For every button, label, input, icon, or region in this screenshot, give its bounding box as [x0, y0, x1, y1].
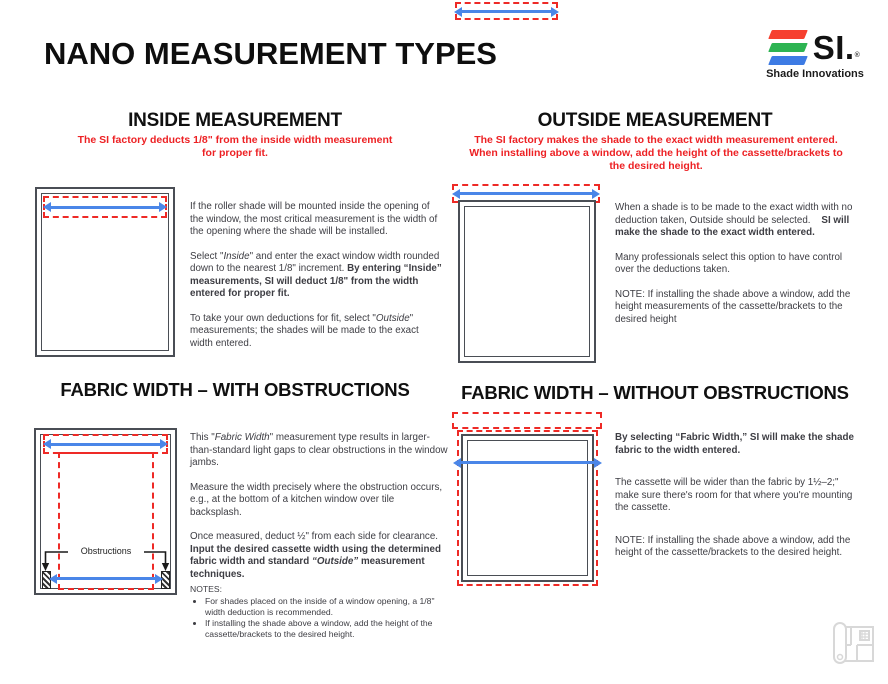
text-run: Many professionals select this option to…: [615, 251, 843, 276]
cassette-measure-box: [43, 434, 168, 454]
shade-outline-box: [457, 430, 598, 586]
paragraph: Many professionals select this option to…: [615, 252, 863, 277]
paragraph: This "Fabric Width" measurement type res…: [190, 432, 448, 470]
paragraph: NOTE: If installing the shade above a wi…: [615, 289, 863, 327]
paragraph: Once measured, deduct ½" from each side …: [190, 531, 448, 581]
text-run: This ": [190, 432, 215, 443]
list-item: If installing the shade above a window, …: [205, 618, 446, 640]
window-frame: [41, 193, 169, 351]
notes-list: For shades placed on the inside of a win…: [190, 596, 446, 640]
obstructions-label: Obstructions: [68, 546, 144, 556]
heading-inside-measurement: INSIDE MEASUREMENT: [128, 110, 342, 131]
paragraph: To take your own deductions for fit, sel…: [190, 313, 442, 351]
text-run: NOTE: If installing the shade above a wi…: [615, 534, 851, 559]
text-run: Once measured, deduct ½" from each side …: [190, 531, 438, 542]
text-inside-measurement: If the roller shade will be mounted insi…: [190, 201, 442, 362]
subtitle-inside-measurement: The SI factory deducts 1/8" from the ins…: [77, 134, 393, 159]
text-run: Fabric Width: [214, 432, 270, 443]
brand-logo: SI.® Shade Innovations: [757, 30, 873, 80]
blueprint-icon: [833, 622, 874, 664]
text-run: Select ": [190, 250, 224, 262]
heading-fabric-with-obstructions: FABRIC WIDTH – WITH OBSTRUCTIONS: [60, 379, 410, 400]
obstructions-leader-lines-icon: [41, 551, 170, 571]
list-item: For shades placed on the inside of a win…: [205, 596, 446, 618]
text-run: If installing the shade above a window, …: [205, 618, 433, 640]
text-run: For shades placed on the inside of a win…: [205, 595, 435, 617]
text-run: Inside: [223, 250, 250, 262]
text-run: “Outside”: [311, 556, 359, 567]
text-run: measurement techniques.: [190, 556, 425, 580]
paragraph: If the roller shade will be mounted insi…: [190, 201, 442, 239]
paragraph: The cassette will be wider than the fabr…: [615, 477, 863, 515]
text-run: Outside: [375, 312, 410, 324]
text-run: " measurements; the shades will be made …: [190, 312, 419, 349]
fabric-width-arrow-icon: [453, 457, 602, 468]
text-fabric-with-obstructions: This "Fabric Width" measurement type res…: [190, 432, 448, 593]
brand-text: SI.®: [812, 29, 861, 66]
text-run: " measurement type results in larger-tha…: [190, 432, 448, 468]
heading-outside-measurement: OUTSIDE MEASUREMENT: [537, 110, 773, 131]
text-run: Measure the width precisely where the ob…: [190, 481, 443, 518]
width-arrow-icon: [454, 6, 559, 17]
fabric-area-box: [58, 452, 154, 590]
width-arrow-icon: [43, 439, 168, 449]
text-run: By selecting “Fabric Width,” SI will mak…: [615, 432, 854, 456]
paragraph: When a shade is to be made to the exact …: [615, 202, 863, 240]
text-fabric-without-obstructions: By selecting “Fabric Width,” SI will mak…: [615, 432, 863, 580]
fabric-width-arrow-icon: [49, 573, 163, 584]
registered-mark: ®: [854, 52, 861, 59]
window-diagram-fabric-without: [461, 434, 594, 582]
top-cutoff-measure-box: [454, 2, 559, 20]
page-title: NANO MEASUREMENT TYPES: [44, 36, 497, 71]
text-run: " and enter the exact window width round…: [190, 250, 440, 275]
paragraph: NOTE: If installing the shade above a wi…: [615, 535, 863, 560]
paragraph: By selecting “Fabric Width,” SI will mak…: [615, 432, 863, 457]
text-run: By entering “Inside” measurements, SI wi…: [190, 263, 442, 299]
inside-measure-box: [43, 196, 167, 218]
text-outside-measurement: When a shade is to be made to the exact …: [615, 202, 863, 338]
paragraph: Measure the width precisely where the ob…: [190, 482, 448, 520]
text-run: If the roller shade will be mounted insi…: [190, 201, 438, 237]
window-frame: [464, 206, 590, 357]
notes-block: NOTES: For shades placed on the inside o…: [190, 584, 446, 641]
notes-label: NOTES:: [190, 584, 222, 594]
cassette-box: [452, 412, 602, 429]
brand-tagline: Shade Innovations: [766, 68, 864, 80]
window-diagram-outside: [458, 200, 596, 363]
logo-stripes-icon: [767, 30, 808, 65]
text-run: NOTE: If installing the shade above a wi…: [615, 288, 851, 325]
paragraph: Select "Inside" and enter the exact wind…: [190, 251, 442, 301]
text-run: The cassette will be wider than the fabr…: [615, 477, 853, 513]
text-run: SI will make the shade to the exact widt…: [615, 214, 850, 239]
text-run: To take your own deductions for fit, sel…: [190, 312, 376, 324]
text-run: When a shade is to be made to the exact …: [615, 202, 853, 226]
width-arrow-icon: [43, 202, 167, 212]
window-diagram-inside: [35, 187, 175, 357]
heading-fabric-without-obstructions: FABRIC WIDTH – WITHOUT OBSTRUCTIONS: [461, 382, 849, 403]
subtitle-outside-measurement: The SI factory makes the shade to the ex…: [469, 134, 843, 172]
text-run: Input the desired cassette width using t…: [190, 543, 441, 568]
width-arrow-icon: [452, 188, 600, 199]
